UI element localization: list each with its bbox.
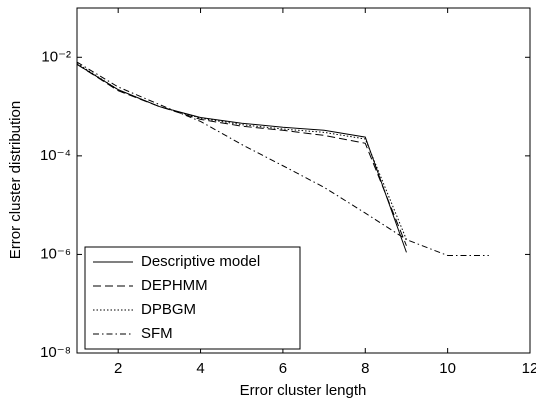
x-tick-label: 10 bbox=[439, 360, 456, 377]
series-line bbox=[76, 63, 407, 246]
legend-label: DPBGM bbox=[141, 301, 196, 318]
y-tick-label: 10⁻² bbox=[41, 48, 71, 65]
x-tick-label: 4 bbox=[196, 360, 204, 377]
y-tick-label: 10⁻⁴ bbox=[40, 147, 71, 164]
x-axis-label: Error cluster length bbox=[240, 382, 367, 399]
legend-box bbox=[84, 246, 301, 350]
legend-label: DEPHMM bbox=[141, 277, 208, 294]
x-tick-label: 2 bbox=[114, 360, 122, 377]
x-tick-label: 12 bbox=[522, 360, 536, 377]
y-tick-label: 10⁻⁸ bbox=[40, 344, 71, 361]
y-tick-label: 10⁻⁶ bbox=[40, 245, 71, 262]
plot-frame bbox=[76, 7, 531, 354]
x-tick-label: 8 bbox=[361, 360, 369, 377]
series-line bbox=[76, 61, 489, 257]
y-axis-label: Error cluster distribution bbox=[7, 101, 24, 259]
x-tick-label: 6 bbox=[279, 360, 287, 377]
legend-label: SFM bbox=[141, 325, 173, 342]
legend-label: Descriptive model bbox=[141, 253, 260, 270]
series-line bbox=[76, 63, 407, 240]
